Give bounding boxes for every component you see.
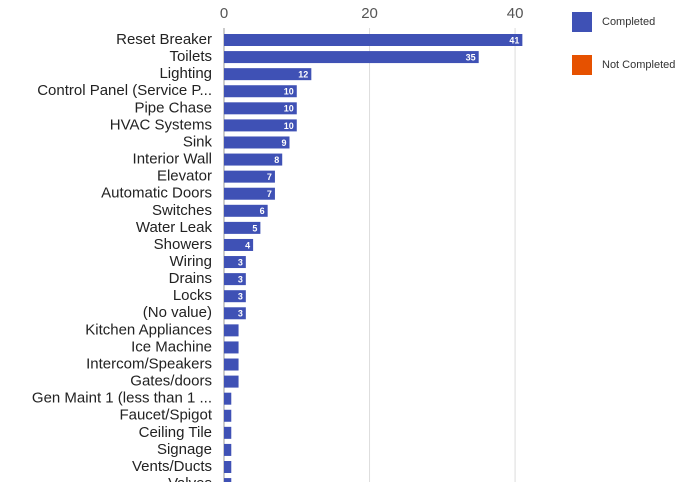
y-tick-label: Signage (157, 441, 212, 458)
bar (224, 170, 275, 183)
bar (224, 187, 275, 200)
value-label: 3 (238, 274, 243, 284)
y-tick-label: Drains (169, 270, 212, 287)
bar (224, 85, 297, 98)
bar (224, 153, 283, 166)
bar (224, 443, 232, 456)
legend-label: Not Completed (602, 59, 675, 71)
value-label: 10 (284, 104, 294, 114)
bar (224, 478, 232, 482)
value-label: 4 (245, 240, 250, 250)
bar (224, 119, 297, 132)
value-label: 3 (238, 309, 243, 319)
y-tick-label: Faucet/Spigot (119, 407, 212, 424)
y-tick-label: Automatic Doors (101, 185, 212, 202)
value-label: 9 (281, 138, 286, 148)
value-label: 7 (267, 189, 272, 199)
value-label: 3 (238, 257, 243, 267)
bar (224, 256, 246, 269)
legend-swatch (572, 55, 592, 75)
x-tick-label: 0 (220, 5, 228, 22)
y-tick-label: Intercom/Speakers (86, 355, 212, 372)
y-tick-label: Gates/doors (130, 373, 212, 390)
bar (224, 375, 239, 388)
value-label: 10 (284, 121, 294, 131)
bar (224, 238, 254, 251)
bar (224, 409, 232, 422)
x-tick-label: 40 (507, 5, 524, 22)
y-tick-label: Showers (154, 236, 212, 253)
y-tick-label: HVAC Systems (110, 116, 212, 133)
value-label: 10 (284, 87, 294, 97)
y-tick-label: Control Panel (Service P... (37, 82, 212, 99)
bar (224, 102, 297, 115)
value-label: 6 (260, 206, 265, 216)
bar (224, 51, 479, 64)
bar (224, 34, 523, 46)
y-tick-label: Wiring (169, 253, 212, 270)
bar (224, 290, 246, 303)
bar (224, 221, 261, 234)
value-label: 3 (238, 292, 243, 302)
y-tick-label: Kitchen Appliances (85, 321, 212, 338)
value-label: 5 (252, 223, 257, 233)
legend-label: Completed (602, 16, 655, 28)
value-label: 35 (466, 52, 476, 62)
y-tick-label: Vents/Ducts (132, 458, 212, 475)
y-tick-label: Pipe Chase (134, 99, 212, 116)
bar (224, 68, 312, 81)
y-tick-label: Ceiling Tile (139, 424, 212, 441)
bar (224, 204, 268, 217)
value-label: 7 (267, 172, 272, 182)
y-tick-label: Locks (173, 287, 212, 304)
y-tick-label: Switches (152, 202, 212, 219)
y-tick-label: Water Leak (136, 219, 213, 236)
value-label: 12 (298, 70, 308, 80)
bar (224, 307, 246, 320)
bar (224, 426, 232, 439)
x-tick-label: 20 (361, 5, 378, 22)
y-tick-label: Ice Machine (131, 338, 212, 355)
y-tick-label: Reset Breaker (116, 31, 212, 48)
value-label: 41 (509, 35, 519, 45)
value-label: 8 (274, 155, 279, 165)
bar (224, 341, 239, 354)
bar (224, 136, 290, 149)
bar (224, 324, 239, 337)
bar (224, 273, 246, 286)
bar (224, 461, 232, 473)
y-tick-label: Valves (168, 475, 212, 482)
legend-swatch (572, 12, 592, 32)
bar (224, 392, 232, 405)
bar (224, 358, 239, 371)
y-tick-label: (No value) (143, 304, 212, 321)
y-tick-label: Sink (183, 133, 213, 150)
y-tick-label: Lighting (159, 65, 212, 82)
y-tick-label: Toilets (169, 48, 212, 65)
y-tick-label: Elevator (157, 168, 212, 185)
y-tick-label: Interior Wall (133, 151, 212, 168)
y-tick-label: Gen Maint 1 (less than 1 ... (32, 390, 212, 407)
